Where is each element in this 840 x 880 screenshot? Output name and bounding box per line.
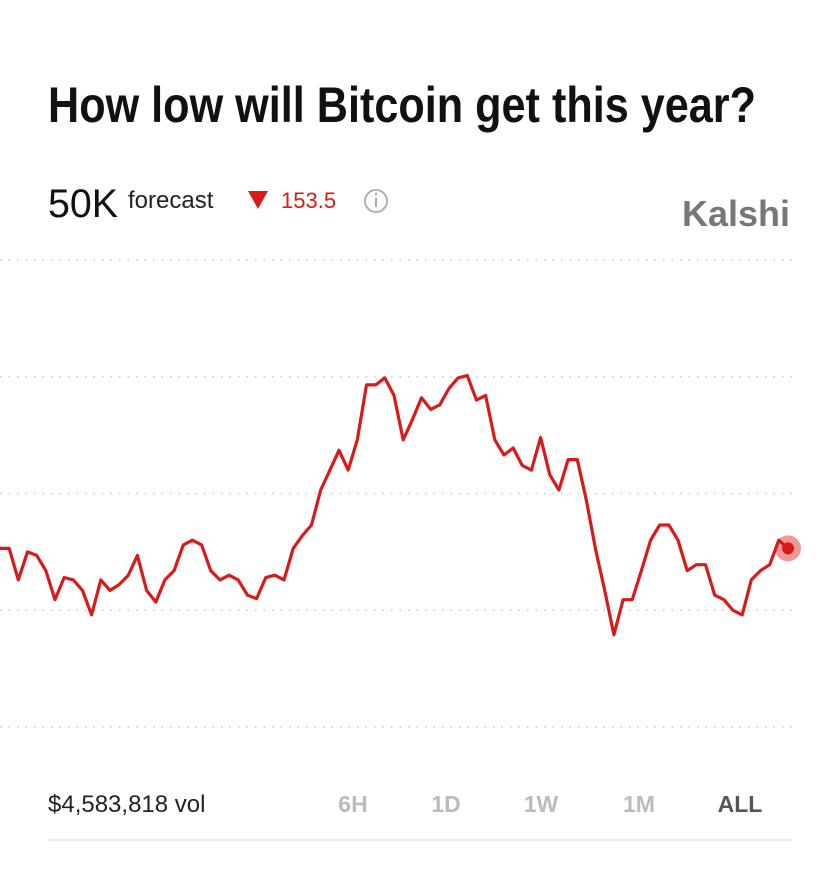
endpoint [782, 542, 794, 555]
range-button[interactable]: ALL [718, 791, 763, 817]
title: How low will Bitcoin get this year? [48, 77, 756, 133]
volume: $4,583,818 vol [48, 791, 205, 818]
down-arrow [248, 191, 268, 209]
change: 153.5 [281, 188, 336, 213]
range-button[interactable]: 6H [338, 791, 367, 817]
range-button[interactable]: 1D [431, 791, 460, 817]
price-line [0, 374, 790, 637]
headline: 50K [48, 182, 118, 226]
range-button[interactable]: 1M [623, 791, 655, 817]
range-selector: 6H 1D 1W 1M ALL [338, 791, 762, 817]
brand: Kalshi [682, 193, 790, 234]
info-icon[interactable] [364, 189, 388, 213]
range-button[interactable]: 1W [524, 791, 559, 817]
headline-label: forecast [128, 187, 214, 214]
plot [0, 259, 801, 728]
